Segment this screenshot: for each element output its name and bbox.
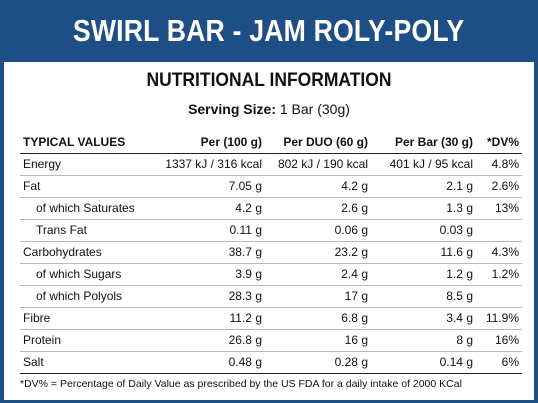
serving-size-label: Serving Size: (188, 101, 276, 117)
nutrient-name: Salt (20, 351, 150, 374)
table-row: Carbohydrates 38.7 g 23.2 g 11.6 g 4.3% (20, 241, 522, 264)
nutrient-value: 38.7 g (150, 241, 265, 264)
nutrient-value: 4.3% (476, 241, 522, 264)
nutrient-value: 802 kJ / 190 kcal (265, 153, 371, 176)
nutrient-value: 401 kJ / 95 kcal (371, 153, 476, 176)
nutrient-value: 3.9 g (150, 263, 265, 286)
nutrient-name: Fibre (20, 307, 150, 330)
nutrient-name: of which Sugars (20, 263, 150, 286)
table-row: Fibre 11.2 g 6.8 g 3.4 g 11.9% (20, 307, 522, 330)
nutrient-name: Trans Fat (20, 219, 150, 242)
nutrient-value: 2.6 g (265, 197, 371, 220)
nutrient-value: 2.6% (476, 175, 522, 198)
nutrient-value: 6.8 g (265, 307, 371, 330)
nutrient-value: 0.28 g (265, 351, 371, 374)
nutrient-value: 1.2 g (371, 263, 476, 286)
column-header: TYPICAL VALUES (20, 132, 150, 154)
nutrient-value: 11.2 g (150, 307, 265, 330)
nutrient-value: 26.8 g (150, 329, 265, 352)
column-header: Per (100 g) (150, 132, 265, 154)
table-row: Salt 0.48 g 0.28 g 0.14 g 6% (20, 351, 522, 374)
nutrient-value: 0.03 g (371, 219, 476, 242)
table-row: of which Sugars 3.9 g 2.4 g 1.2 g 1.2% (20, 263, 522, 286)
serving-size-value: 1 Bar (30g) (279, 101, 350, 117)
nutrient-value: 16 g (265, 329, 371, 352)
nutrient-value: 1337 kJ / 316 kcal (150, 153, 265, 176)
nutrient-name: of which Saturates (20, 197, 150, 220)
table-header-row: TYPICAL VALUES Per (100 g) Per DUO (60 g… (20, 132, 522, 154)
nutrient-value: 0.06 g (265, 219, 371, 242)
table-row: of which Saturates 4.2 g 2.6 g 1.3 g 13% (20, 197, 522, 220)
nutrition-heading: NUTRITIONAL INFORMATION (146, 70, 392, 91)
dv-footnote: *DV% = Percentage of Daily Value as pres… (20, 378, 462, 390)
nutrient-value: 3.4 g (371, 307, 476, 330)
table-row: Trans Fat 0.11 g 0.06 g 0.03 g (20, 219, 522, 242)
nutrient-value: 0.48 g (150, 351, 265, 374)
nutrient-value: 23.2 g (265, 241, 371, 264)
nutrient-value: 6% (476, 351, 522, 374)
table-row: Energy 1337 kJ / 316 kcal 802 kJ / 190 kca… (20, 153, 522, 176)
nutrient-value: 28.3 g (150, 285, 265, 308)
nutrient-name: Fat (20, 175, 150, 198)
nutrient-name: Carbohydrates (20, 241, 150, 264)
nutrient-value (476, 219, 522, 242)
nutrient-value: 1.2% (476, 263, 522, 286)
nutrient-value: 17 g (265, 285, 371, 308)
nutrient-value: 11.9% (476, 307, 522, 330)
table-row: Fat 7.05 g 4.2 g 2.1 g 2.6% (20, 175, 522, 198)
nutrient-value: 11.6 g (371, 241, 476, 264)
nutrient-value: 0.14 g (371, 351, 476, 374)
nutrient-value: 4.2 g (265, 175, 371, 198)
nutrient-value (476, 285, 522, 308)
nutrient-value: 2.4 g (265, 263, 371, 286)
nutrient-value: 2.1 g (371, 175, 476, 198)
nutrient-value: 13% (476, 197, 522, 220)
nutrient-value: 8 g (371, 329, 476, 352)
nutrient-value: 7.05 g (150, 175, 265, 198)
table-row: of which Polyols 28.3 g 17 g 8.5 g (20, 285, 522, 308)
column-header: Per Bar (30 g) (371, 132, 476, 154)
nutrition-table: TYPICAL VALUES Per (100 g) Per DUO (60 g… (20, 132, 522, 374)
nutrient-value: 4.8% (476, 153, 522, 176)
nutrient-value: 1.3 g (371, 197, 476, 220)
serving-size: Serving Size: 1 Bar (30g) (4, 101, 534, 117)
nutrient-name: Energy (20, 153, 150, 176)
title-banner: SWIRL BAR - JAM ROLY-POLY (0, 0, 538, 62)
column-header: *DV% (476, 132, 522, 154)
nutrient-value: 8.5 g (371, 285, 476, 308)
column-header: Per DUO (60 g) (265, 132, 371, 154)
product-title: SWIRL BAR - JAM ROLY-POLY (73, 13, 465, 48)
nutrition-panel: NUTRITIONAL INFORMATION Serving Size: 1 … (4, 62, 534, 400)
nutrient-name: Protein (20, 329, 150, 352)
nutrient-value: 0.11 g (150, 219, 265, 242)
nutrient-value: 16% (476, 329, 522, 352)
nutrient-name: of which Polyols (20, 285, 150, 308)
nutrient-value: 4.2 g (150, 197, 265, 220)
